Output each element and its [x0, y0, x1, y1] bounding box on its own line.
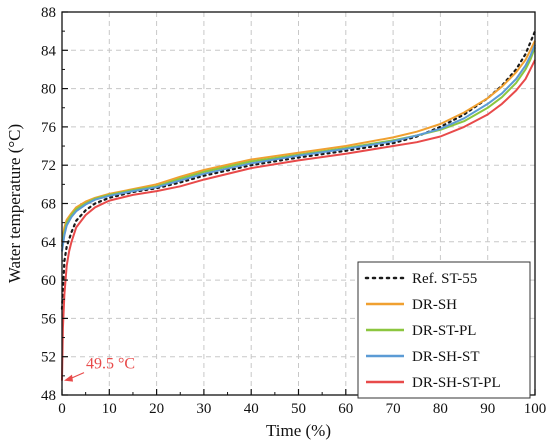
y-tick-label: 80 — [41, 82, 56, 98]
legend-label: DR-SH-ST-PL — [412, 375, 501, 391]
x-tick-label: 40 — [244, 401, 259, 417]
legend-label: Ref. ST-55 — [412, 271, 477, 287]
series-line-dr-sh — [61, 40, 536, 242]
x-tick-label: 70 — [386, 401, 401, 417]
y-tick-label: 72 — [41, 158, 56, 174]
x-tick-label: 80 — [433, 401, 448, 417]
y-axis-title: Water temperature (°C) — [5, 124, 24, 283]
y-tick-label: 84 — [41, 43, 57, 59]
y-tick-label: 52 — [41, 350, 56, 366]
series-line-ref-st-55 — [60, 30, 537, 310]
x-tick-label: 0 — [58, 401, 66, 417]
grid — [62, 12, 535, 395]
series-line-dr-sh-st — [61, 44, 536, 252]
y-tick-label: 88 — [41, 5, 56, 21]
x-tick-label: 90 — [480, 401, 495, 417]
annotation: 49.5 °C — [64, 356, 135, 382]
legend-label: DR-ST-PL — [412, 323, 476, 339]
x-tick-label: 20 — [149, 401, 164, 417]
y-tick-label: 76 — [41, 120, 57, 136]
y-tick-label: 68 — [41, 197, 56, 213]
y-tick-label: 56 — [41, 311, 57, 327]
x-axis-title: Time (%) — [266, 421, 331, 440]
x-tick-label: 100 — [524, 401, 547, 417]
x-tick-label: 10 — [102, 401, 117, 417]
y-tick-label: 48 — [41, 388, 56, 404]
axes: 0 10 20 30 40 50 60 70 80 90 100 48 52 56 60 64 68 72 76 80… — [41, 5, 546, 417]
annotation-arrowhead — [64, 374, 73, 382]
x-tick-label: 30 — [196, 401, 211, 417]
x-tick-label: 50 — [291, 401, 306, 417]
x-tick-label: 60 — [338, 401, 353, 417]
y-tick-label: 64 — [41, 235, 57, 251]
legend: Ref. ST-55 DR-SH DR-ST-PL DR-SH-ST DR-SH-ST-… — [357, 261, 531, 399]
y-tick-label: 60 — [41, 273, 56, 289]
series-line-dr-sh-st-pl — [61, 59, 536, 381]
annotation-label: 49.5 °C — [86, 356, 135, 373]
legend-label: DR-SH-ST — [412, 349, 480, 365]
series-line-dr-st-pl — [61, 47, 536, 247]
series-lines — [60, 30, 537, 381]
legend-label: DR-SH — [412, 297, 457, 313]
